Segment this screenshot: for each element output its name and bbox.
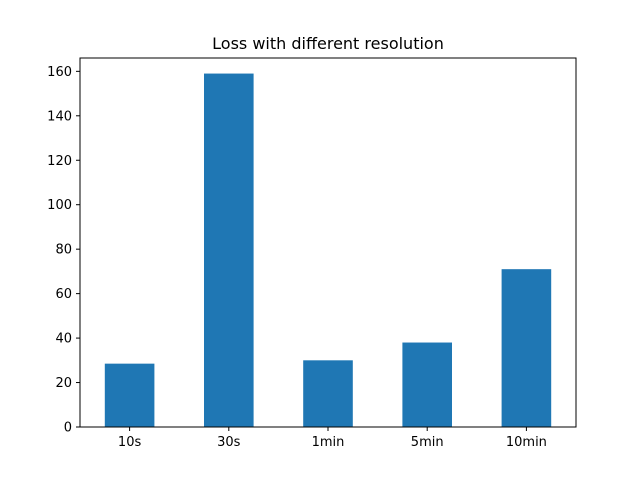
y-tick-label-140: 140	[47, 109, 72, 124]
bar-5min	[402, 342, 452, 427]
y-tick-label-40: 40	[55, 332, 72, 347]
y-tick-label-120: 120	[47, 154, 72, 169]
bar-10min	[501, 269, 552, 427]
bar-10s	[104, 363, 155, 427]
bar-30s	[204, 73, 254, 427]
y-tick-label-0: 0	[64, 421, 72, 436]
y-tick-label-80: 80	[55, 243, 72, 258]
y-tick-label-20: 20	[55, 376, 72, 391]
y-tick-label-100: 100	[47, 198, 72, 213]
x-axis: 10s 30s 1min 5min 10min	[118, 427, 547, 450]
x-tick-label-5min: 5min	[411, 435, 444, 450]
y-tick-label-60: 60	[55, 287, 72, 302]
plot-frame	[79, 57, 577, 428]
x-tick-label-10min: 10min	[506, 435, 547, 450]
x-tick-label-10s: 10s	[118, 435, 142, 450]
y-tick-label-160: 160	[47, 65, 72, 80]
x-tick-label-1min: 1min	[312, 435, 345, 450]
y-axis: 0 20 40 60 80 100 120 140 160	[47, 65, 80, 436]
x-tick-label-30s: 30s	[217, 435, 241, 450]
chart-title: Loss with different resolution	[212, 34, 444, 53]
bar-1min	[303, 360, 353, 427]
bars-group	[104, 73, 552, 427]
